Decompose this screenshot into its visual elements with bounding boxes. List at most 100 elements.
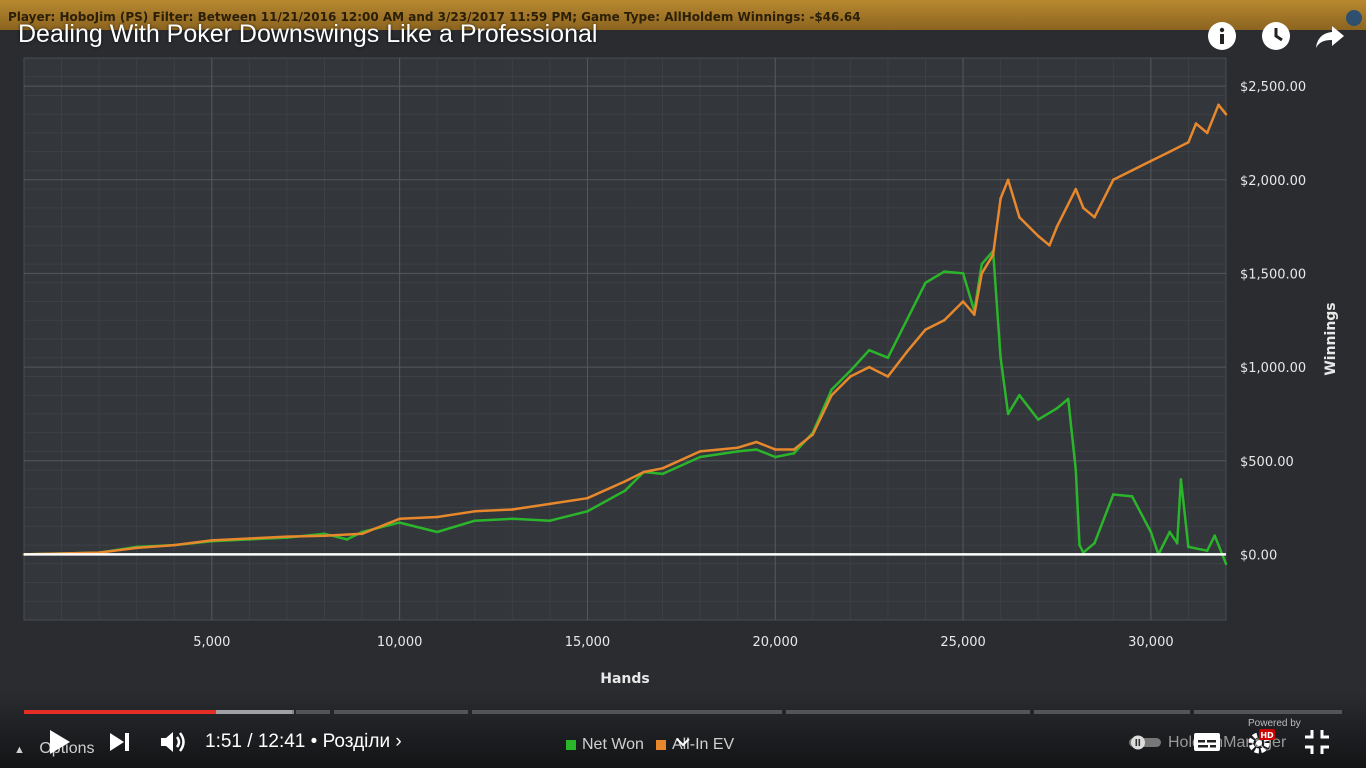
data-point — [623, 480, 627, 483]
data-point — [548, 502, 552, 506]
data-point — [924, 328, 927, 331]
x-tick-label: 5,000 — [193, 635, 230, 650]
data-point — [345, 538, 349, 541]
data-point — [961, 272, 965, 275]
data-point — [755, 440, 758, 444]
play-icon[interactable] — [42, 722, 76, 762]
data-point — [773, 448, 777, 451]
powered-by-label: Powered by — [1248, 718, 1301, 729]
data-point — [1168, 150, 1171, 153]
data-point — [1175, 541, 1179, 545]
data-point — [1130, 169, 1134, 172]
subtitles-icon[interactable] — [1192, 722, 1222, 762]
data-point — [623, 489, 627, 493]
data-point — [1093, 215, 1096, 219]
data-point — [736, 450, 739, 453]
data-point — [661, 466, 664, 470]
data-point — [1078, 543, 1081, 547]
data-point — [661, 472, 664, 476]
app-filter-bar: Player: HoboJim (PS) Filter: Between 11/… — [0, 0, 1366, 30]
chart-legend: Net Won All-In EV — [566, 736, 734, 754]
data-point — [942, 270, 946, 273]
data-point — [323, 534, 326, 537]
data-point — [1168, 530, 1171, 534]
data-point — [248, 537, 251, 540]
settings-icon[interactable]: HD — [1244, 722, 1278, 762]
data-point — [867, 348, 871, 352]
player-controls: 1:51 / 12:41 • Розділи › HD — [0, 722, 1366, 762]
x-axis-title: Hands — [600, 671, 650, 687]
chevron-down-icon[interactable] — [672, 722, 694, 762]
progress-played — [24, 710, 217, 714]
data-point — [1217, 103, 1220, 107]
data-point — [973, 313, 976, 316]
data-point — [586, 496, 589, 500]
hd-badge: HD — [1260, 731, 1274, 740]
app-logo-icon — [1346, 10, 1362, 26]
data-point — [172, 543, 176, 547]
data-point — [1112, 493, 1115, 496]
data-point — [830, 393, 833, 397]
data-point — [210, 539, 214, 542]
time-display: 1:51 / 12:41 • Розділи › — [205, 731, 402, 753]
data-point — [1187, 545, 1190, 549]
share-icon[interactable] — [1314, 20, 1346, 52]
data-point — [811, 433, 815, 436]
legend-swatch — [566, 740, 576, 750]
y-axis-title: Winnings — [1323, 302, 1339, 375]
data-point — [1194, 122, 1198, 125]
info-icon[interactable] — [1206, 20, 1238, 52]
fullscreen-icon[interactable] — [1300, 722, 1334, 762]
data-point — [905, 350, 909, 354]
chapters-button[interactable]: • Розділи › — [310, 731, 402, 752]
controls-gradient — [0, 690, 1366, 768]
data-point — [1112, 178, 1115, 182]
data-point — [642, 470, 646, 474]
x-tick-label: 30,000 — [1128, 635, 1174, 650]
data-point — [924, 281, 927, 285]
volume-icon[interactable] — [158, 722, 188, 762]
data-point — [435, 515, 439, 519]
data-point — [980, 272, 984, 275]
filter-text: Player: HoboJim (PS) Filter: Between 11/… — [8, 10, 861, 24]
next-icon[interactable] — [106, 722, 134, 762]
data-point — [886, 375, 890, 378]
data-point — [1179, 478, 1183, 481]
data-point — [698, 455, 702, 459]
data-point — [548, 519, 552, 523]
data-point — [849, 375, 852, 378]
y-tick-label: $2,500.00 — [1240, 80, 1306, 95]
data-point — [1081, 206, 1085, 210]
data-point — [511, 517, 514, 521]
y-tick-label: $1,500.00 — [1240, 267, 1306, 282]
autoplay-toggle-icon[interactable] — [1126, 722, 1164, 762]
data-point — [1018, 215, 1021, 219]
axis-ticks: 5,000 10,000 15,000 20,000 25,000 30,000 $0.00… — [193, 80, 1306, 650]
y-tick-label: $0.00 — [1240, 548, 1277, 563]
data-point — [360, 532, 364, 536]
y-tick-label: $1,000.00 — [1240, 361, 1306, 376]
data-point — [473, 519, 477, 523]
data-point — [1006, 412, 1010, 416]
data-point — [980, 262, 984, 266]
data-point — [773, 455, 777, 459]
data-point — [473, 510, 477, 513]
video-title[interactable]: Dealing With Poker Downswings Like a Pro… — [18, 20, 598, 48]
x-tick-label: 20,000 — [753, 635, 799, 650]
progress-bar[interactable] — [24, 710, 1342, 714]
series-lines — [22, 103, 1228, 566]
data-point — [867, 365, 871, 369]
data-point — [999, 197, 1002, 200]
data-point — [1036, 418, 1040, 421]
chevron-up-icon: ▲ — [14, 744, 25, 756]
data-point — [999, 356, 1002, 360]
data-point — [1093, 541, 1096, 545]
watch-later-icon[interactable] — [1260, 20, 1292, 52]
data-point — [1048, 244, 1051, 247]
data-point — [961, 300, 965, 303]
legend-item-net-won: Net Won — [566, 736, 644, 754]
data-point — [398, 521, 401, 524]
x-tick-label: 15,000 — [565, 635, 611, 650]
